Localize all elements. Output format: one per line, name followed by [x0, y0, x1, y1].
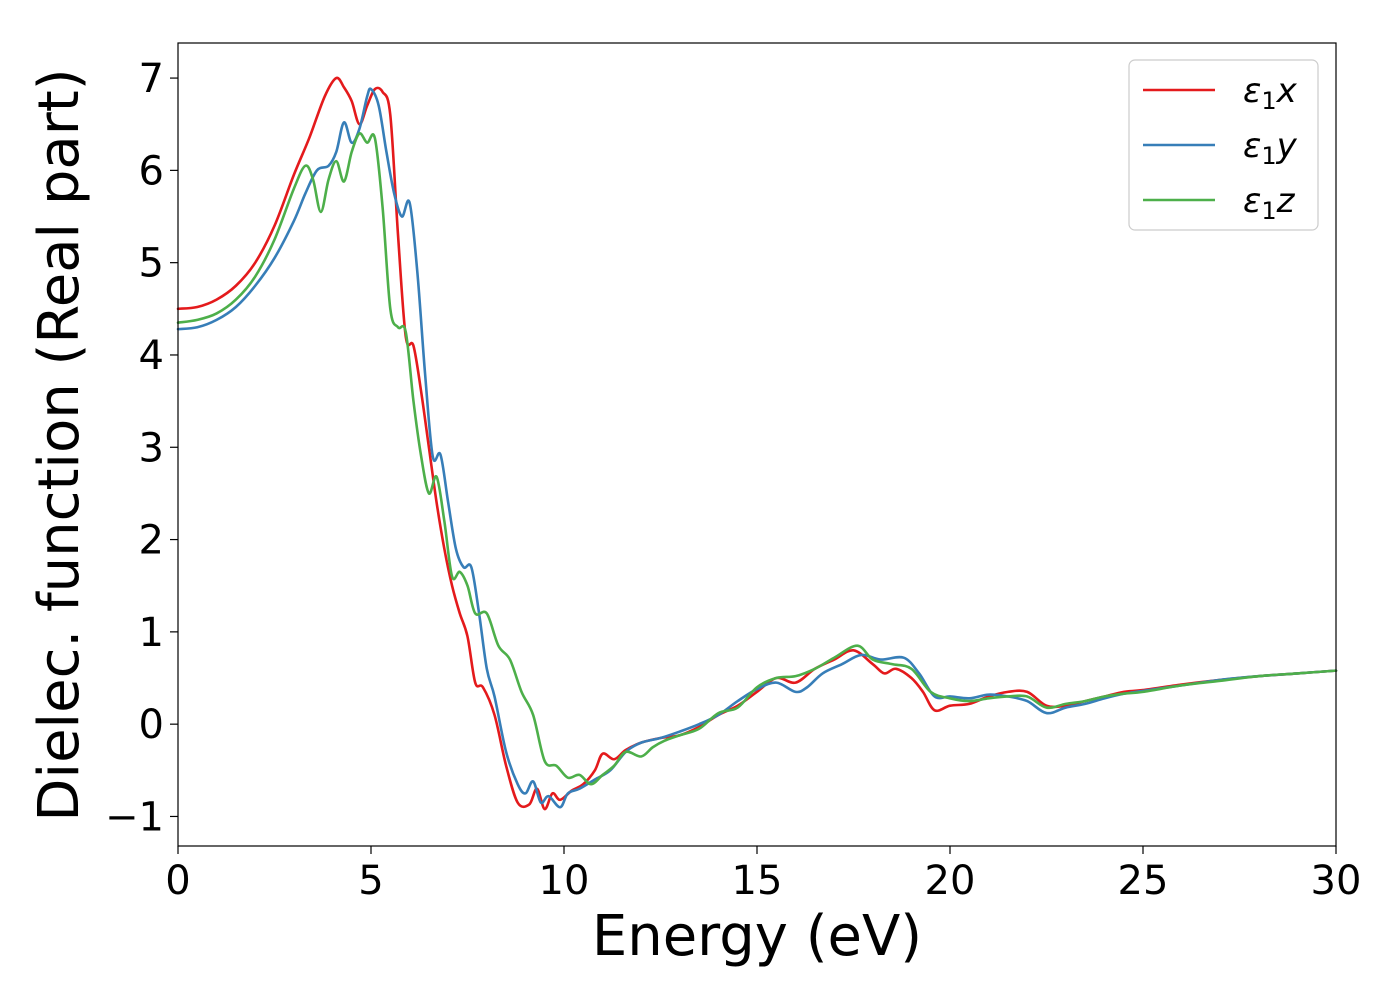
y-tick-label: 1 — [139, 610, 164, 656]
x-axis-label: Energy (eV) — [592, 904, 922, 969]
legend-label-y: ε1y — [1243, 126, 1298, 170]
y-axis-label: Dielec. function (Real part) — [27, 68, 92, 821]
x-tick-label: 15 — [732, 858, 783, 904]
y-tick-label: 0 — [139, 702, 164, 748]
legend-box — [1128, 59, 1319, 231]
y-tick-label: 3 — [139, 425, 164, 471]
x-tick-label: 25 — [1118, 858, 1169, 904]
series-line-y — [176, 87, 1338, 809]
y-tick-label: 7 — [139, 56, 164, 102]
y-tick-label: 4 — [139, 333, 164, 379]
x-tick-label: 0 — [165, 858, 190, 904]
x-tick-label: 10 — [539, 858, 590, 904]
x-axis-ticks: 0 5 10 15 20 25 30 — [165, 846, 1361, 904]
y-tick-label: 6 — [139, 148, 164, 194]
series-line-z — [176, 132, 1338, 786]
legend-label-z: ε1z — [1243, 181, 1296, 225]
y-tick-label: −1 — [105, 794, 164, 840]
x-tick-label: 20 — [925, 858, 976, 904]
legend-label-x: ε1x — [1243, 71, 1298, 115]
y-axis-ticks: −1 0 1 2 3 4 5 6 7 — [105, 56, 178, 840]
y-tick-label: 5 — [139, 241, 164, 287]
x-tick-label: 5 — [358, 858, 383, 904]
legend: ε1x ε1y ε1z — [1128, 59, 1319, 231]
y-tick-label: 2 — [139, 518, 164, 564]
x-tick-label: 30 — [1311, 858, 1362, 904]
series-layer — [176, 76, 1338, 811]
